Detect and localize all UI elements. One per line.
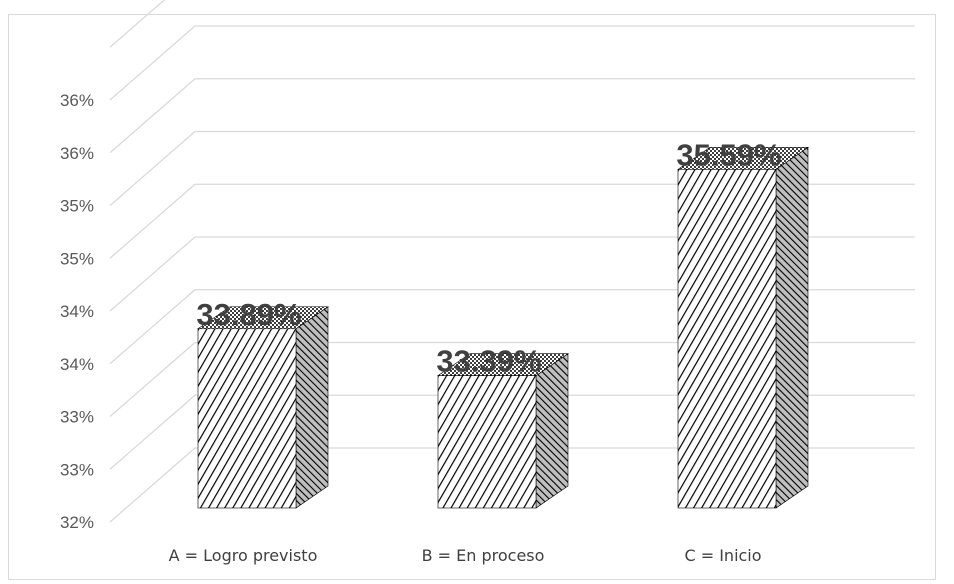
bar bbox=[197, 306, 329, 509]
bar bbox=[437, 353, 569, 509]
bar-front bbox=[437, 375, 537, 509]
x-axis-categories: A = Logro previsto B = En proceso C = Inic… bbox=[169, 546, 762, 565]
bar-side bbox=[775, 146, 809, 509]
category-label: A = Logro previsto bbox=[169, 546, 318, 565]
bar-front bbox=[677, 169, 777, 509]
y-tick-label: 36% bbox=[60, 144, 94, 163]
data-label: 33.39% bbox=[436, 344, 541, 379]
bar bbox=[677, 146, 809, 509]
bars bbox=[197, 146, 809, 509]
y-axis-ticks: 32% 33% 33% 34% 34% 35% 35% 36% 36% bbox=[60, 91, 94, 532]
category-label: B = En proceso bbox=[422, 546, 545, 565]
y-tick-label: 33% bbox=[60, 408, 94, 427]
bar-side bbox=[295, 306, 329, 509]
category-label: C = Inicio bbox=[684, 546, 761, 565]
data-label: 35.59% bbox=[676, 137, 781, 172]
data-label: 33.89% bbox=[196, 297, 301, 332]
y-tick-label: 33% bbox=[60, 460, 94, 479]
data-labels: 33.89% 33.39% 35.59% bbox=[196, 137, 781, 378]
y-tick-label: 34% bbox=[60, 302, 94, 321]
y-tick-label: 35% bbox=[60, 197, 94, 216]
y-tick-label: 36% bbox=[60, 91, 94, 110]
y-tick-label: 34% bbox=[60, 355, 94, 374]
bar-front bbox=[197, 328, 297, 509]
y-tick-label: 35% bbox=[60, 249, 94, 268]
y-tick-label: 32% bbox=[60, 513, 94, 532]
